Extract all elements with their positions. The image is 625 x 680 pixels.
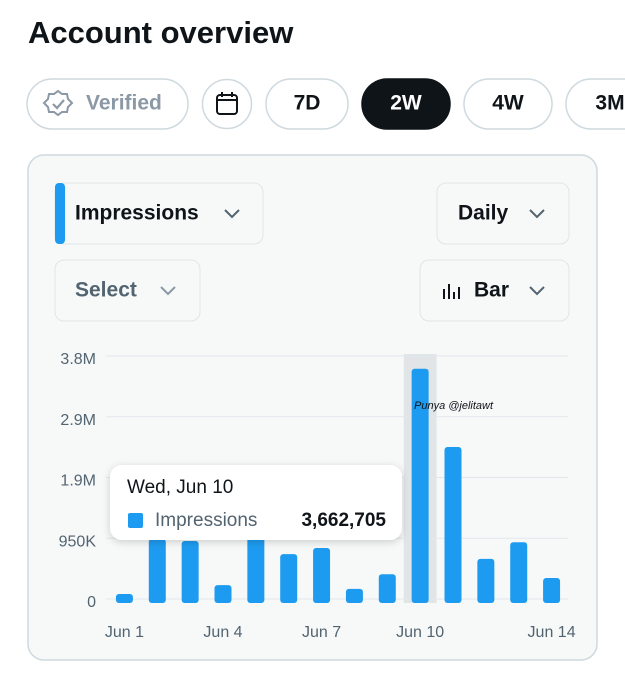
tooltip-swatch	[128, 513, 143, 528]
chevron	[160, 286, 176, 296]
bar-icon	[443, 284, 460, 299]
metric-accent	[55, 183, 65, 244]
bar	[477, 558, 495, 603]
range-chip[interactable]	[463, 78, 553, 130]
range-chip[interactable]	[265, 78, 349, 130]
x-tick-label: Jun 14	[528, 624, 576, 641]
tooltip-box	[110, 465, 402, 540]
calendar-icon	[216, 94, 238, 115]
watermark: Punya @jelitawt	[414, 400, 494, 412]
bar	[444, 446, 462, 603]
bar	[543, 578, 561, 603]
bar	[411, 368, 429, 603]
bar	[313, 548, 331, 603]
compare-label: Select	[75, 279, 137, 302]
x-tick-label: Jun 4	[203, 624, 242, 641]
style-label: Bar	[474, 279, 509, 302]
y-tick-label: 3.8M	[60, 351, 96, 368]
verified-chip[interactable]	[26, 78, 189, 130]
chevron	[529, 209, 545, 219]
bar	[115, 594, 133, 603]
range-label: 4W	[492, 92, 524, 115]
x-tick-label: Jun 1	[105, 624, 144, 641]
bar	[280, 554, 298, 603]
y-tick-label: 950K	[59, 533, 97, 550]
tooltip-title: Wed, Jun 10	[127, 477, 233, 498]
tooltip-value: 3,662,705	[301, 510, 386, 531]
range-label: 3M	[595, 92, 624, 115]
compare-dropdown[interactable]	[54, 259, 201, 322]
x-tick-label: Jun 10	[396, 624, 444, 641]
bar	[510, 542, 528, 603]
x-tick-label: Jun 7	[302, 624, 341, 641]
verified-icon	[42, 89, 74, 117]
bar	[214, 585, 232, 603]
verified-label: Verified	[86, 92, 162, 115]
tooltip: Wed, Jun 10 Impressions 3,662,705	[110, 465, 402, 540]
style-dropdown[interactable]	[419, 259, 570, 322]
check-icon	[52, 99, 65, 110]
y-tick-label: 2.9M	[60, 412, 96, 429]
bar	[345, 588, 363, 603]
bar	[148, 539, 166, 603]
interval-dropdown[interactable]	[436, 182, 570, 245]
bar	[181, 540, 199, 603]
y-tick-label: 0	[87, 594, 96, 611]
chevron	[529, 286, 545, 296]
range-chip[interactable]	[361, 78, 451, 130]
bar	[378, 574, 396, 603]
bar	[247, 535, 265, 603]
page-title: Account overview	[28, 15, 294, 50]
metric-label: Impressions	[75, 202, 199, 225]
range-chip[interactable]	[565, 78, 625, 130]
tooltip-series: Impressions	[155, 510, 257, 531]
range-label: 2W	[390, 92, 422, 115]
range-label: 7D	[294, 92, 321, 115]
interval-label: Daily	[458, 202, 509, 225]
calendar-chip[interactable]	[201, 78, 253, 130]
chevron	[224, 209, 240, 219]
y-tick-label: 1.9M	[60, 473, 96, 490]
